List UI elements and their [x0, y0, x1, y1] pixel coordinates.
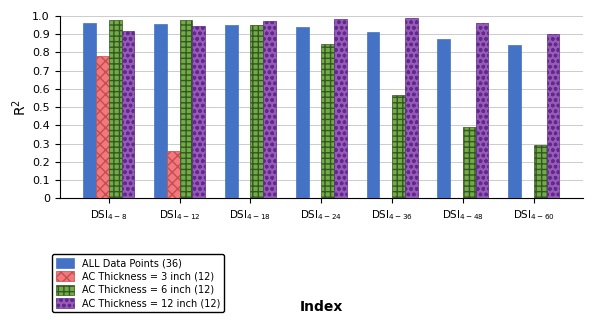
Bar: [296, 27, 309, 198]
Bar: [392, 95, 405, 198]
Bar: [321, 44, 334, 198]
Bar: [476, 23, 488, 198]
Bar: [154, 24, 167, 198]
Y-axis label: R$^2$: R$^2$: [11, 99, 29, 116]
Bar: [437, 39, 450, 198]
Bar: [547, 34, 559, 198]
Bar: [334, 19, 347, 198]
Legend: ALL Data Points (36), AC Thickness = 3 inch (12), AC Thickness = 6 inch (12), AC: ALL Data Points (36), AC Thickness = 3 i…: [52, 254, 224, 312]
Text: Index: Index: [300, 300, 343, 314]
Bar: [83, 23, 96, 198]
Bar: [167, 151, 180, 198]
Bar: [250, 25, 263, 198]
Bar: [96, 56, 109, 198]
Bar: [192, 26, 205, 198]
Bar: [367, 32, 380, 198]
Bar: [405, 18, 418, 198]
Bar: [263, 21, 276, 198]
Bar: [508, 45, 521, 198]
Bar: [121, 31, 134, 198]
Bar: [180, 20, 192, 198]
Bar: [534, 145, 547, 198]
Bar: [463, 127, 476, 198]
Bar: [109, 20, 121, 198]
Bar: [225, 25, 238, 198]
